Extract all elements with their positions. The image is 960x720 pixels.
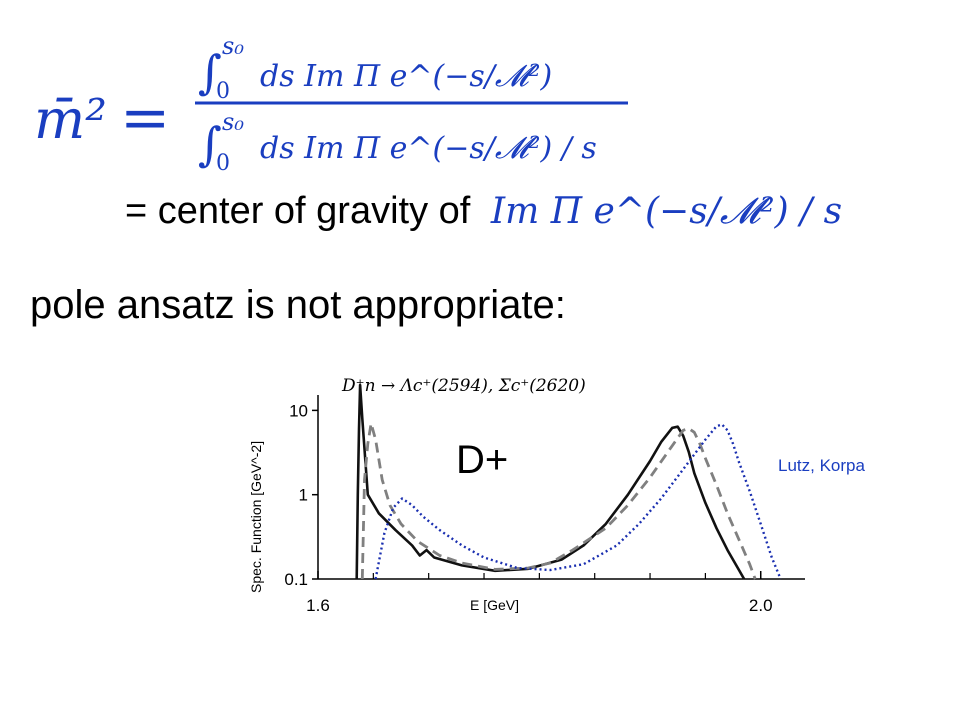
spectral-function-chart: D⁺n → Λc⁺(2594), Σc⁺(2620) D+ Spec. Func… — [248, 376, 805, 615]
numerator-integral-sign: ∫ — [198, 45, 222, 99]
x-tick-label: 1.6 — [306, 596, 330, 615]
chart-axes — [317, 395, 805, 580]
chart-annotation: D+ — [456, 438, 508, 482]
series-line-solid — [355, 383, 746, 580]
denominator-integral-sign: ∫ — [198, 117, 222, 171]
center-of-gravity-line: = center of gravity of Im Π e^(−s/𝓜²) / … — [125, 190, 842, 233]
series-line-dashed — [360, 422, 757, 580]
chart-ticks: 0.1 1 10 1.6 2.0 — [284, 401, 772, 615]
chart-title: D⁺n → Λc⁺(2594), Σc⁺(2620) — [341, 376, 586, 396]
formula-equals: = — [120, 83, 170, 153]
y-tick-label: 0.1 — [284, 570, 308, 589]
formula-lhs: m̄² — [34, 88, 107, 151]
mass-formula: m̄² = ∫ s₀ 0 ds Im Π e^(−s/𝓜²) ∫ s₀ 0 ds… — [34, 32, 628, 176]
x-tick-label: 2.0 — [749, 596, 773, 615]
credit-text: Lutz, Korpa — [778, 456, 865, 475]
numerator-lower-limit: 0 — [216, 79, 230, 104]
chart-series-layer — [355, 383, 782, 580]
y-tick-label: 10 — [289, 401, 308, 420]
center-of-gravity-text: = center of gravity of — [125, 190, 471, 232]
y-tick-label: 1 — [299, 486, 308, 505]
denominator-integrand: ds Im Π e^(−s/𝓜²) / s — [260, 131, 597, 166]
chart-y-axis-label: Spec. Function [GeV^-2] — [248, 441, 264, 593]
center-of-gravity-expression: Im Π e^(−s/𝓜²) / s — [490, 191, 843, 232]
chart-x-axis-label: E [GeV] — [470, 597, 519, 613]
denominator-lower-limit: 0 — [216, 151, 230, 176]
numerator-upper-limit: s₀ — [222, 32, 244, 60]
pole-ansatz-text: pole ansatz is not appropriate: — [30, 283, 566, 327]
series-line-dotted — [374, 423, 782, 580]
numerator-integrand: ds Im Π e^(−s/𝓜²) — [260, 59, 552, 94]
denominator-upper-limit: s₀ — [222, 108, 244, 136]
